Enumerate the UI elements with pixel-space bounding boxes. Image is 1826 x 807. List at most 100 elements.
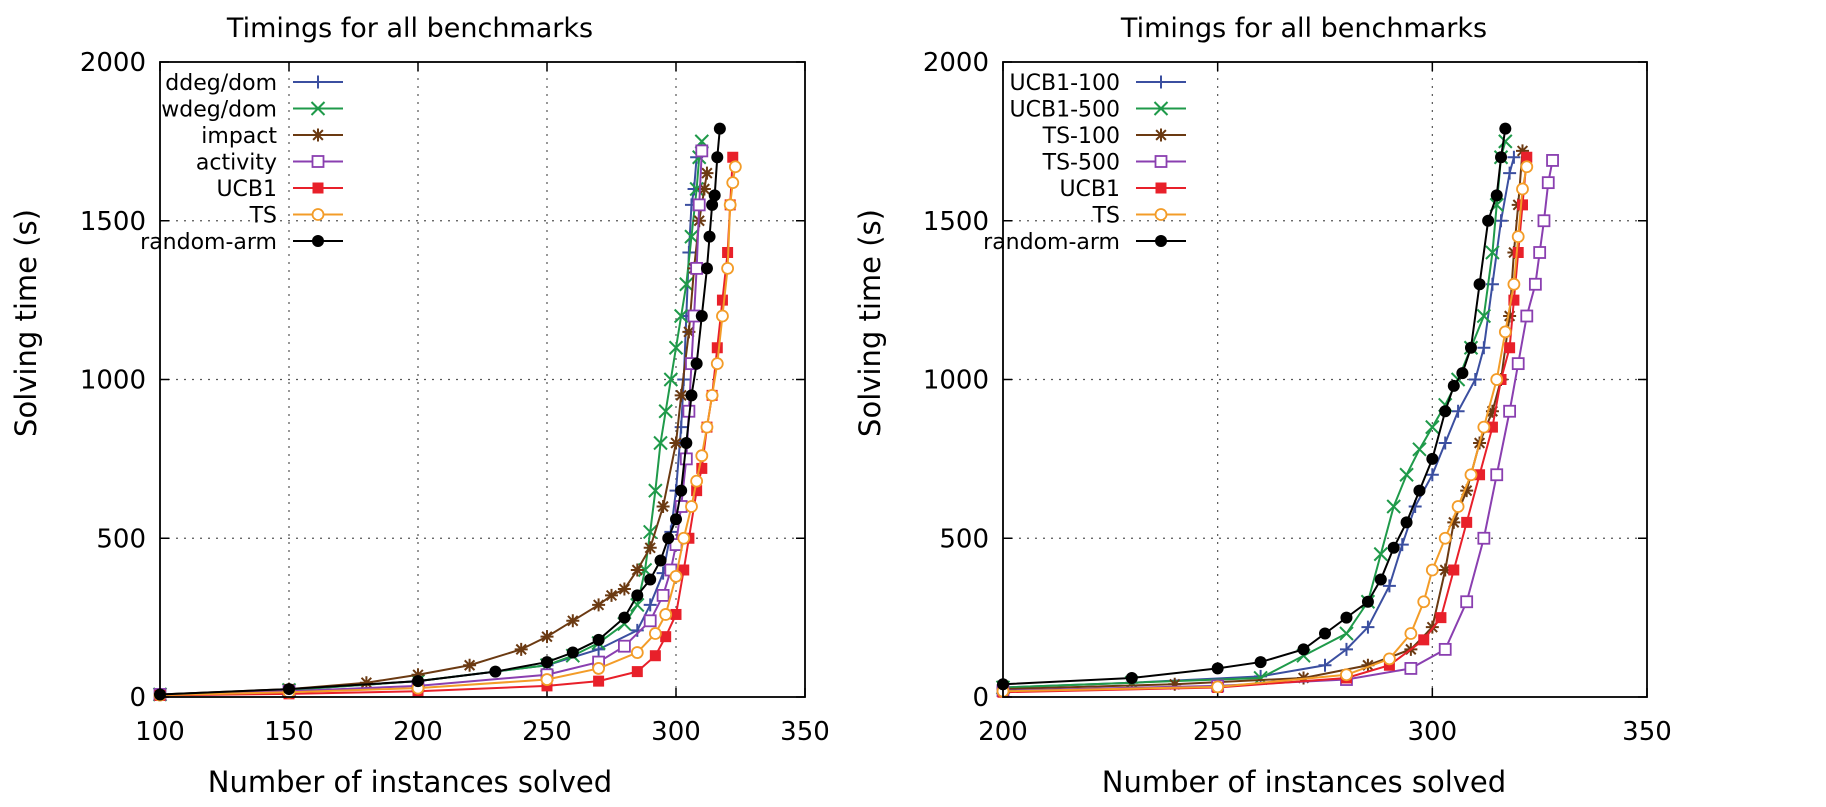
data-point <box>675 484 688 497</box>
data-point <box>1476 308 1492 324</box>
series-group <box>995 122 1559 698</box>
legend-label: activity <box>196 151 277 176</box>
data-point <box>1485 245 1500 260</box>
data-point <box>1425 468 1439 482</box>
data-point <box>674 388 688 402</box>
data-point <box>692 198 706 212</box>
data-point <box>1504 342 1516 354</box>
data-point <box>1448 564 1460 576</box>
y-tick-label: 500 <box>96 524 146 554</box>
series-ts <box>996 160 1534 698</box>
data-point <box>1339 626 1354 641</box>
x-tick-label: 250 <box>522 717 572 747</box>
x-axis-label: Number of instances solved <box>1102 765 1506 799</box>
data-point <box>1404 627 1418 640</box>
legend-label: UCB1 <box>1059 177 1120 202</box>
legend-marker <box>311 128 325 142</box>
y-tick-label: 500 <box>939 524 989 554</box>
data-point <box>685 500 698 513</box>
data-point <box>1211 662 1224 675</box>
y-tick-label: 2000 <box>923 48 989 78</box>
data-point <box>1520 309 1534 323</box>
data-point <box>1361 595 1374 608</box>
data-point <box>685 389 698 402</box>
series-line <box>1002 141 1507 689</box>
data-point <box>653 435 668 451</box>
data-point <box>643 614 657 628</box>
data-point <box>1447 379 1460 392</box>
data-point <box>1211 680 1225 694</box>
data-point <box>711 151 724 164</box>
data-point <box>663 372 679 387</box>
data-point <box>669 436 683 450</box>
data-point <box>1477 531 1491 545</box>
data-point <box>1426 452 1439 465</box>
legend-marker <box>1154 208 1168 221</box>
data-point <box>592 598 606 612</box>
data-point <box>711 342 723 354</box>
legend-label: random-arm <box>140 230 277 255</box>
data-point <box>1511 230 1525 244</box>
data-point <box>1438 436 1452 450</box>
series-line <box>1002 128 1507 686</box>
data-point <box>593 675 605 687</box>
data-point <box>700 262 713 275</box>
data-point <box>684 229 699 244</box>
x-tick-label: 200 <box>393 717 443 747</box>
data-point <box>713 122 726 135</box>
data-point <box>631 589 644 602</box>
data-point <box>1537 214 1551 228</box>
data-point <box>1473 278 1486 291</box>
data-point <box>700 420 714 434</box>
x-tick-label: 350 <box>780 717 830 747</box>
data-point <box>1498 325 1512 339</box>
data-point <box>411 668 425 682</box>
data-point <box>1451 404 1465 418</box>
ticks: 200 250 300 350 0 500 1000 1500 2000 <box>923 48 1672 747</box>
data-point <box>1125 671 1138 684</box>
data-point <box>1451 500 1465 513</box>
data-point <box>716 294 728 306</box>
data-point <box>656 500 670 513</box>
data-point <box>1425 563 1439 577</box>
series-random-arm <box>997 122 1512 691</box>
data-point <box>643 598 657 612</box>
chart-title: Timings for all benchmarks <box>226 13 593 44</box>
data-point <box>656 589 670 602</box>
data-point <box>690 261 704 275</box>
data-point <box>540 673 554 686</box>
data-point <box>649 650 661 662</box>
data-point <box>670 608 682 620</box>
data-point <box>618 639 631 653</box>
data-point <box>1490 189 1503 202</box>
legend-label: random-arm <box>983 230 1120 255</box>
data-point <box>679 277 694 292</box>
data-point <box>695 310 708 322</box>
legend-marker <box>1153 101 1169 116</box>
x-tick-label: 150 <box>264 717 314 747</box>
chart-right: Timings for all benchmarks Number of ins… <box>853 13 1672 799</box>
data-point <box>1503 309 1517 323</box>
data-point <box>648 483 663 498</box>
data-point <box>463 658 477 672</box>
series-line <box>159 141 703 696</box>
series-line <box>1002 157 1528 694</box>
y-tick-label: 1000 <box>80 366 146 396</box>
chart-title: Timings for all benchmarks <box>1120 13 1487 44</box>
data-point <box>1460 595 1474 609</box>
x-tick-label: 300 <box>1408 717 1458 747</box>
y-tick-label: 2000 <box>80 48 146 78</box>
data-point <box>703 230 716 243</box>
x-tick-label: 350 <box>1622 717 1672 747</box>
data-point <box>1516 182 1529 196</box>
data-point <box>691 485 703 497</box>
data-point <box>1461 516 1473 528</box>
data-point <box>658 404 673 419</box>
legend-label: UCB1-500 <box>1010 98 1120 123</box>
data-point <box>1168 677 1182 691</box>
data-point <box>659 608 673 621</box>
data-point <box>1477 420 1491 434</box>
data-point <box>1512 247 1524 258</box>
data-point <box>1318 658 1332 672</box>
